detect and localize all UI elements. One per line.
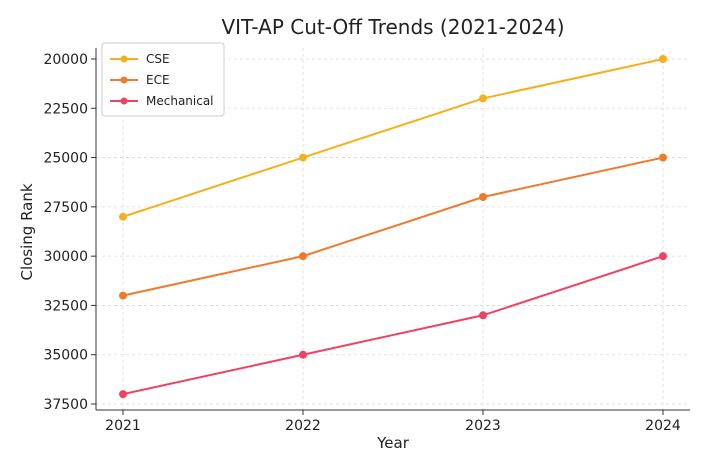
axes: 20000 22500 25000 27500 30000 32500 35000 37500…	[43, 48, 690, 434]
legend-label: ECE	[146, 73, 170, 87]
data-point	[659, 153, 667, 162]
legend-marker	[120, 55, 128, 63]
legend: CSE ECE Mechanical	[101, 42, 225, 117]
legend-item: Mechanical	[110, 94, 214, 108]
data-point	[119, 291, 127, 300]
legend-box	[101, 42, 225, 117]
x-tick-label: 2022	[285, 418, 321, 434]
y-tick-label: 30000	[43, 249, 88, 265]
y-tick-label: 27500	[43, 200, 88, 216]
y-tick-label: 22500	[43, 101, 88, 117]
x-tick-label: 2023	[465, 418, 501, 434]
series-cse	[119, 55, 667, 221]
y-axis-label: Closing Rank	[18, 183, 36, 280]
data-point	[479, 311, 487, 320]
legend-label: CSE	[146, 52, 170, 66]
x-tick-label: 2024	[645, 418, 681, 434]
y-tick-label: 37500	[43, 397, 88, 413]
legend-marker	[120, 97, 128, 105]
legend-item: ECE	[110, 73, 170, 87]
x-tick-label: 2021	[105, 418, 141, 434]
data-point	[479, 193, 487, 201]
data-point	[659, 252, 667, 261]
legend-label: Mechanical	[146, 94, 214, 108]
y-tick-label: 35000	[43, 348, 88, 364]
data-point	[299, 350, 307, 359]
data-point	[299, 153, 307, 162]
legend-item: CSE	[110, 52, 170, 66]
y-tick-label: 20000	[43, 52, 88, 68]
x-axis-label: Year	[376, 434, 410, 452]
y-tick-label: 32500	[43, 298, 88, 314]
data-point	[119, 390, 127, 399]
data-point	[479, 94, 487, 103]
y-tick-label: 25000	[43, 151, 88, 167]
series-layer	[119, 55, 667, 399]
series-line	[122, 58, 664, 218]
series-line	[122, 156, 664, 297]
legend-marker	[120, 76, 128, 84]
series-mechanical	[119, 252, 667, 399]
series-line	[122, 255, 664, 396]
data-point	[299, 252, 307, 261]
series-ece	[119, 153, 667, 300]
chart-title: VIT-AP Cut-Off Trends (2021-2024)	[221, 15, 564, 39]
data-point	[659, 55, 667, 63]
data-point	[119, 212, 127, 221]
